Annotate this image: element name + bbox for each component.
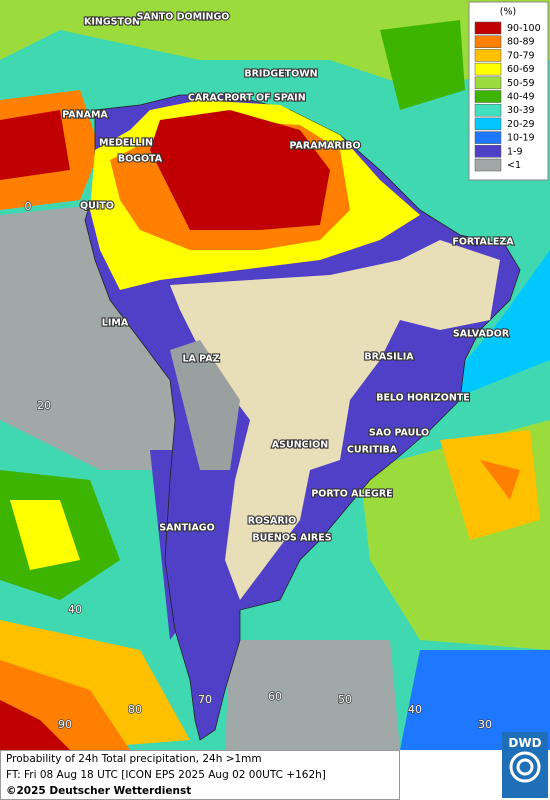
footer-line: Probability of 24h Total precipitation, … <box>6 753 262 765</box>
lon-label: 50 <box>338 693 352 706</box>
precip-area <box>440 430 540 540</box>
legend-label: 1-9 <box>507 146 523 157</box>
legend-label: 80-89 <box>507 37 535 48</box>
legend-swatch <box>474 131 502 144</box>
logo: DWD <box>502 732 548 798</box>
lon-label: 70 <box>198 693 212 706</box>
legend-label: 70-79 <box>507 50 535 61</box>
legend-swatch <box>474 76 502 90</box>
precip-area <box>10 500 80 570</box>
city: SANTIAGO <box>159 523 214 534</box>
city: PARAMARIBO <box>289 141 360 152</box>
swirl <box>516 758 534 776</box>
legend-swatch <box>474 145 502 158</box>
precip-area <box>150 110 330 230</box>
copyright: ©2025 Deutscher Wetterdienst <box>6 785 192 797</box>
map: KINGSTON SANTO DOMINGO BRIDGETOWN CARACA… <box>0 0 550 750</box>
precip-area <box>0 110 70 180</box>
legend-label: 40-49 <box>507 92 535 103</box>
lat-label: 40 <box>68 603 82 616</box>
city: LA PAZ <box>182 354 219 365</box>
swirl <box>509 751 541 783</box>
lon-label: 80 <box>128 703 142 716</box>
precip-area <box>170 240 500 600</box>
legend: (%) 90-100 80-89 70-79 60-69 50-59 40-49 30-39… <box>468 1 549 181</box>
legend-label: 20-29 <box>507 119 535 130</box>
city: CARACAS <box>188 93 238 104</box>
city: PORT OF SPAIN <box>224 93 305 104</box>
legend-label: 60-69 <box>507 64 535 75</box>
legend-swatch <box>474 90 502 103</box>
city: BOGOTA <box>118 154 163 165</box>
precip-area <box>225 640 400 750</box>
city-labels: KINGSTON SANTO DOMINGO BRIDGETOWN CARACA… <box>61 10 515 544</box>
footer-line: FT: Fri 08 Aug 18 UTC [ICON EPS 2025 Aug… <box>6 769 326 781</box>
city: FORTALEZA <box>452 237 514 248</box>
precip-area <box>380 20 465 110</box>
legend-label: <1 <box>507 160 521 171</box>
lon-label: 40 <box>408 703 422 716</box>
logo-text: DWD <box>508 736 542 750</box>
legend-swatch <box>474 49 502 62</box>
city: ROSARIO <box>248 516 297 527</box>
legend-swatch <box>474 35 502 48</box>
city: BRASILIA <box>364 352 414 363</box>
graticule: 0 20 40 90 80 70 60 50 40 30 <box>24 199 493 732</box>
legend-swatch <box>474 103 502 117</box>
legend-title: (%) <box>500 7 516 18</box>
city: BRIDGETOWN <box>244 69 317 80</box>
city: LIMA <box>102 318 129 329</box>
city: SANTO DOMINGO <box>137 12 230 23</box>
precip-field <box>0 0 550 750</box>
city: SAO PAULO <box>369 428 429 439</box>
city: PANAMA <box>62 110 108 121</box>
city: KINGSTON <box>84 17 140 28</box>
city: MEDELLIN <box>99 138 153 149</box>
legend-label: 50-59 <box>507 78 535 89</box>
legend-swatch <box>474 117 502 131</box>
precip-area <box>400 250 550 420</box>
lat-label: 20 <box>37 399 51 412</box>
precip-area <box>400 650 550 750</box>
legend-swatch <box>474 158 502 172</box>
lon-label: 30 <box>478 718 492 731</box>
city: PORTO ALEGRE <box>311 489 392 500</box>
city: BELO HORIZONTE <box>376 393 470 404</box>
precip-area <box>170 340 240 470</box>
city: ASUNCION <box>272 440 328 451</box>
city: QUITO <box>80 201 114 212</box>
precip-area <box>0 700 70 750</box>
city: SALVADOR <box>453 329 510 340</box>
footer: Probability of 24h Total precipitation, … <box>0 750 400 800</box>
legend-label: 90-100 <box>507 23 541 34</box>
precip-area <box>480 460 520 500</box>
logo-swirl <box>509 751 541 783</box>
lon-label: 90 <box>58 718 72 731</box>
legend-swatch <box>474 62 502 76</box>
city: CURITIBA <box>347 445 398 456</box>
legend-swatch <box>474 21 502 35</box>
lat-label: 0 <box>25 200 32 213</box>
lon-label: 60 <box>268 690 282 703</box>
city: BUENOS AIRES <box>252 533 331 544</box>
legend-label: 30-39 <box>507 105 535 116</box>
legend-label: 10-19 <box>507 133 535 144</box>
